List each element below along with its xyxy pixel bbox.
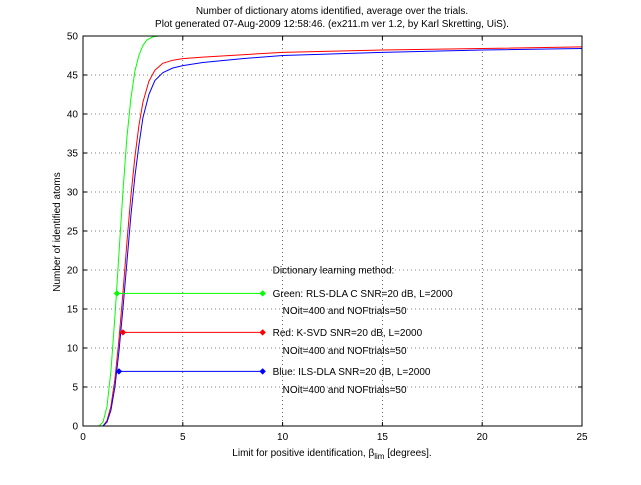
series-line-ils-dla bbox=[83, 48, 583, 427]
y-tick-label: 10 bbox=[67, 344, 79, 355]
marker-diamond bbox=[115, 368, 123, 375]
series-lines bbox=[83, 35, 583, 427]
legend-markers bbox=[113, 290, 266, 375]
y-axis-label: Number of identified atoms bbox=[52, 172, 63, 292]
series-line-rls-dla-c bbox=[83, 35, 167, 427]
grid bbox=[83, 36, 582, 426]
x-tick-label: 0 bbox=[80, 432, 86, 443]
chart-title-line-2: Plot generated 07-Aug-2009 12:58:46. (ex… bbox=[155, 19, 509, 30]
marker-diamond bbox=[259, 329, 266, 336]
marker-diamond bbox=[119, 329, 127, 336]
plot-area bbox=[83, 36, 582, 426]
annotation-text: NOit=400 and NOFtrials=50 bbox=[283, 385, 407, 396]
y-tick-label: 40 bbox=[67, 110, 79, 121]
y-tick-label: 35 bbox=[67, 149, 79, 160]
y-tick-label: 25 bbox=[67, 227, 79, 238]
x-tick-label: 5 bbox=[180, 432, 186, 443]
x-axis-label-main: Limit for positive identification, β bbox=[232, 448, 374, 459]
marker-diamond bbox=[113, 290, 121, 297]
x-axis-label: Limit for positive identification, βlim … bbox=[232, 448, 431, 461]
x-axis-label-tail: [degrees]. bbox=[384, 448, 431, 459]
series-line-k-svd bbox=[83, 46, 583, 427]
annotation-text: Green: RLS-DLA C SNR=20 dB, L=2000 bbox=[273, 289, 454, 300]
y-tick-label: 15 bbox=[67, 305, 79, 316]
marker-diamond bbox=[259, 290, 266, 297]
axis-ticks: 0 5 10 15 20 25 0 5 10 15 20 25 30 35 40 45 50 bbox=[67, 32, 588, 444]
x-tick-label: 25 bbox=[576, 432, 588, 443]
x-tick-label: 20 bbox=[477, 432, 489, 443]
y-tick-label: 20 bbox=[67, 266, 79, 277]
annotation-text: Blue: ILS-DLA SNR=20 dB, L=2000 bbox=[273, 367, 431, 378]
y-tick-label: 5 bbox=[72, 383, 78, 394]
annotation-text: NOit=400 and NOFtrials=50 bbox=[283, 346, 407, 357]
y-tick-label: 30 bbox=[67, 188, 79, 199]
y-tick-label: 0 bbox=[72, 422, 78, 433]
x-tick-label: 10 bbox=[277, 432, 289, 443]
y-tick-label: 45 bbox=[67, 71, 79, 82]
x-axis-label-subscript: lim bbox=[374, 452, 385, 461]
x-tick-label: 15 bbox=[377, 432, 389, 443]
marker-diamond bbox=[259, 368, 266, 375]
annotation-text: Red: K-SVD SNR=20 dB, L=2000 bbox=[273, 328, 423, 339]
y-tick-label: 50 bbox=[67, 32, 79, 43]
chart-title-line-1: Number of dictionary atoms identified, a… bbox=[196, 6, 468, 17]
annotations: Dictionary learning method: Green: RLS-DL… bbox=[273, 266, 454, 396]
annotation-text: NOit=400 and NOFtrials=50 bbox=[283, 306, 407, 317]
annotation-text: Dictionary learning method: bbox=[273, 266, 395, 277]
